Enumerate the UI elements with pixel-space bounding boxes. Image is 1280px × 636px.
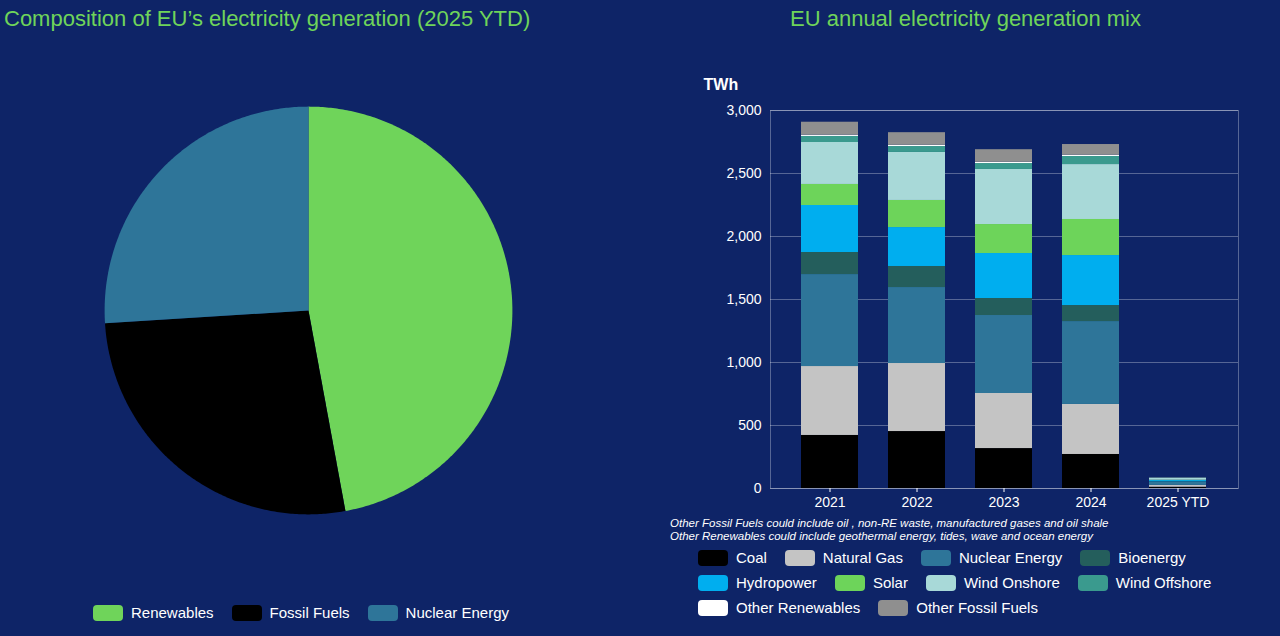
html-text:Hydropower: Hydropower xyxy=(736,574,817,591)
svg-text:2022: 2022 xyxy=(901,494,932,510)
svg-text:2,000: 2,000 xyxy=(726,228,761,244)
html-text:Other Fossil Fuels could inclu: Other Fossil Fuels could include oil , n… xyxy=(670,517,1109,529)
html-text:Wind Offshore: Wind Offshore xyxy=(1115,574,1212,591)
svg-text:2021: 2021 xyxy=(814,494,845,510)
html-text:Other Renewables could include: Other Renewables could include geotherma… xyxy=(670,530,1093,542)
html-text:Nuclear Energy: Nuclear Energy xyxy=(405,604,509,621)
html-text:Other Renewables: Other Renewables xyxy=(736,599,861,616)
svg-text:3,000: 3,000 xyxy=(726,102,761,118)
svg-text:2,500: 2,500 xyxy=(726,165,761,181)
html-text:Other Fossil Fuels: Other Fossil Fuels xyxy=(916,599,1038,616)
svg-text:1,000: 1,000 xyxy=(726,354,761,370)
svg-text:1,500: 1,500 xyxy=(726,291,761,307)
svg-text:0: 0 xyxy=(754,480,762,496)
html-text:Coal: Coal xyxy=(736,549,767,566)
html-text:EU annual electricity generati: EU annual electricity generation mix xyxy=(790,6,1141,31)
html-text:Renewables: Renewables xyxy=(131,604,214,621)
html-text:Solar: Solar xyxy=(872,574,908,591)
svg-text:2024: 2024 xyxy=(1075,494,1106,510)
svg-text:TWh: TWh xyxy=(704,76,739,93)
html-text:Wind Onshore: Wind Onshore xyxy=(963,574,1060,591)
svg-text:2025 YTD: 2025 YTD xyxy=(1147,494,1210,510)
html-text:Natural Gas: Natural Gas xyxy=(822,549,903,566)
svg-text:2023: 2023 xyxy=(988,494,1019,510)
html-text:Bioenergy: Bioenergy xyxy=(1118,549,1186,566)
html-text:Fossil Fuels: Fossil Fuels xyxy=(269,604,350,621)
svg-text:500: 500 xyxy=(738,417,762,433)
html-text:Composition of EU’s electricit: Composition of EU’s electricity generati… xyxy=(4,6,531,31)
html-text:Nuclear Energy: Nuclear Energy xyxy=(958,549,1063,566)
